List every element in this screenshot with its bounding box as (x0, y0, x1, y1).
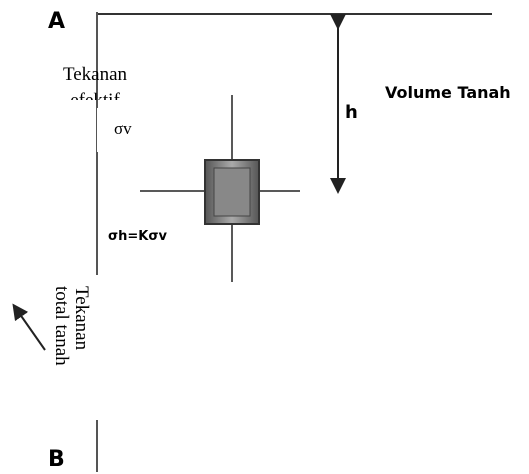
effective-pressure-line1: Tekanan (62, 64, 128, 85)
total-pressure-line2: total tanah (51, 286, 72, 366)
soil-element-core (213, 167, 251, 217)
depth-label: h (345, 102, 358, 123)
vertical-stress-label: σv (114, 119, 132, 138)
pointer-arrow (12, 303, 46, 351)
effective-pressure-label: Tekanan efektif (30, 62, 160, 100)
soil-volume-label: Volume Tanah (385, 83, 511, 102)
point-a: A (48, 9, 65, 34)
label-box (97, 108, 160, 152)
total-pressure-line1: Tekanan (71, 286, 92, 351)
point-b: B (48, 447, 65, 472)
horizontal-stress-label: σh=Kσv (108, 229, 167, 244)
effective-pressure-line2: efektif (30, 88, 160, 100)
